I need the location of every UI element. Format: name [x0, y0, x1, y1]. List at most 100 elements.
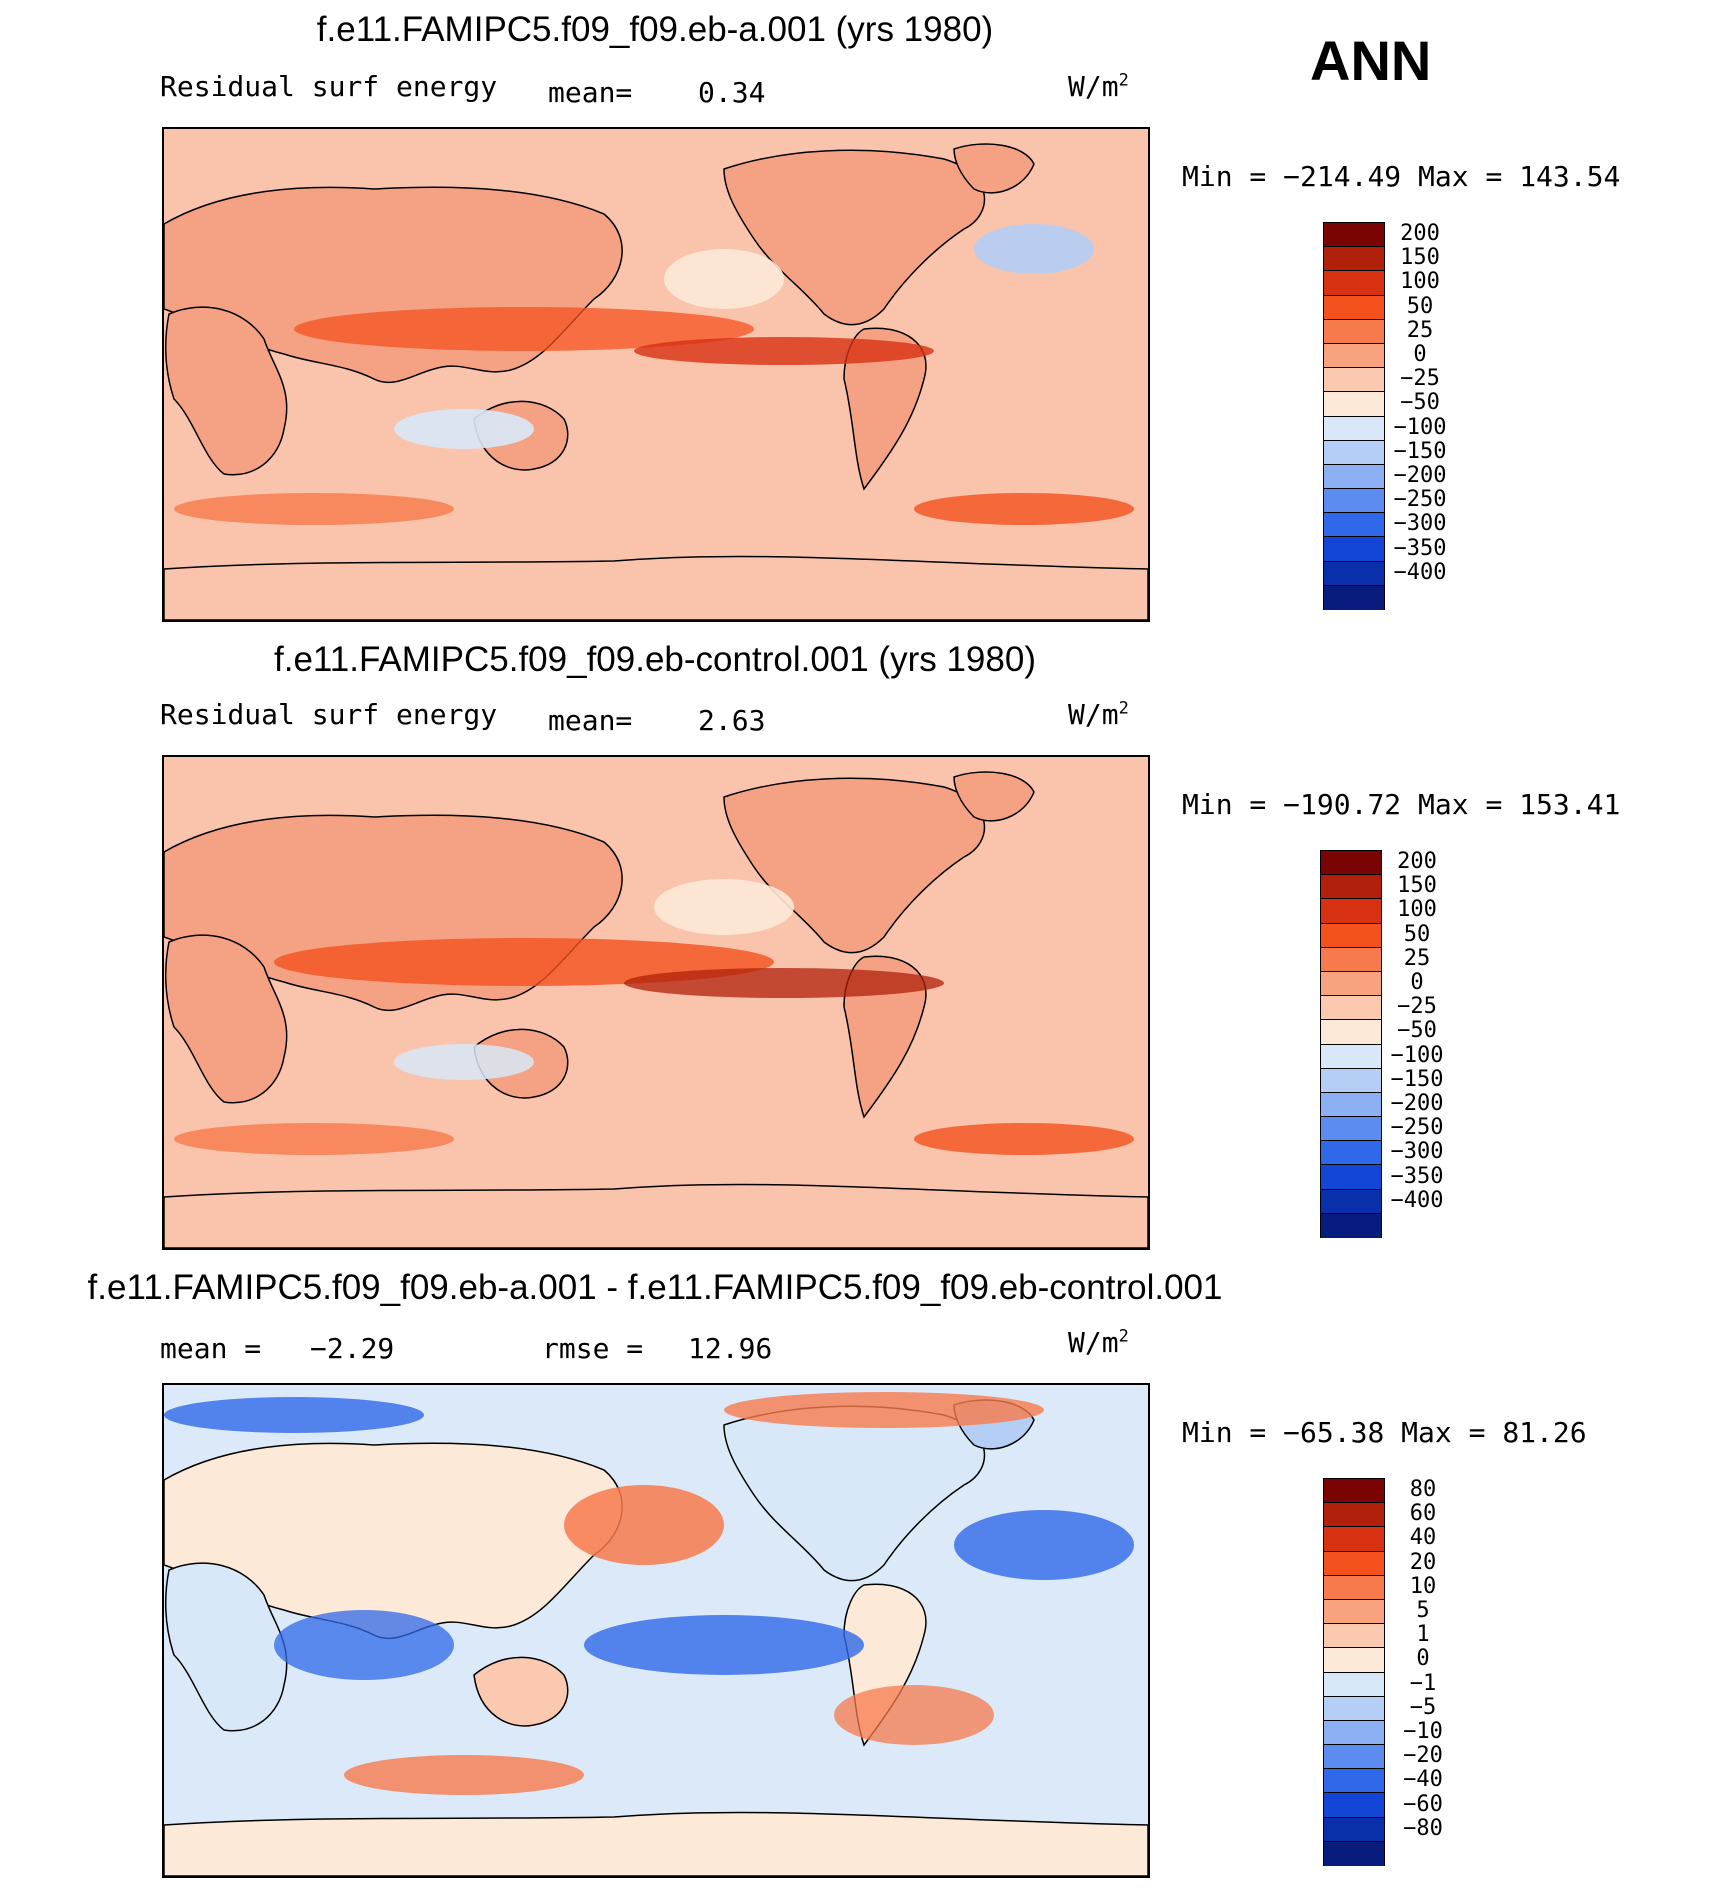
panel1-units: W/m2 [1068, 70, 1129, 103]
panel1-pacific-cool [664, 249, 784, 309]
panel1-map [162, 127, 1150, 622]
panel3-colorbar-swatch [1324, 1720, 1384, 1746]
panel3-title: f.e11.FAMIPC5.f09_f09.eb-a.001 - f.e11.F… [87, 1268, 1223, 1307]
panel1-north-america [723, 149, 986, 326]
panel3-colorbar-swatch [1324, 1599, 1384, 1625]
panel1-colorbar-tick-label: 25 [1406, 317, 1434, 343]
panel3-colorbar-swatch [1324, 1551, 1384, 1576]
panel2-colorbar-tick-label: −50 [1397, 1018, 1437, 1044]
panel3-arctic-warm [724, 1392, 1044, 1428]
panel3-colorbar-tick-label: 5 [1416, 1598, 1430, 1623]
panel3-colorbar-swatch [1324, 1624, 1384, 1649]
panel1-tropical-band-east [634, 337, 934, 365]
panel3-colorbar-swatch [1324, 1793, 1384, 1818]
panel1-colorbar-swatch [1324, 537, 1384, 562]
panel2-colorbar [1320, 850, 1382, 1238]
panel1-mean-value: 0.34 [698, 76, 766, 109]
panel1-title: f.e11.FAMIPC5.f09_f09.eb-a.001 (yrs 1980… [316, 10, 994, 49]
panel1-colorbar-tick-label: −300 [1393, 511, 1447, 537]
panel3-eurasia [164, 1442, 623, 1640]
panel1-colorbar-swatch [1324, 585, 1384, 610]
panel3-colorbar-tick-label: 20 [1409, 1549, 1437, 1575]
panel2-colorbar-swatch [1321, 875, 1381, 900]
panel2-antarctica [164, 1183, 1148, 1248]
panel1-atlantic-cool [974, 224, 1094, 274]
panel3-colorbar-tick-label: −60 [1403, 1791, 1443, 1817]
panel3-colorbar-tick-label: −10 [1403, 1719, 1443, 1744]
panel1-colorbar-swatch [1324, 223, 1384, 248]
panel1-colorbar-tick-label: 200 [1400, 221, 1440, 246]
panel3-colorbar-swatch [1324, 1696, 1384, 1721]
panel1-colorbar-tick-label: −25 [1400, 366, 1440, 392]
panel2-colorbar-swatch [1321, 1068, 1381, 1093]
panel2-southern-band [174, 1123, 454, 1155]
panel3-colorbar-tick-label: −1 [1409, 1670, 1437, 1696]
panel3-colorbar-tick-label: −5 [1409, 1694, 1437, 1720]
panel3-rmse-value: 12.96 [688, 1332, 773, 1365]
panel2-colorbar-tick-label: −350 [1390, 1163, 1444, 1189]
panel1-colorbar-swatch [1324, 295, 1384, 320]
panel2-variable-label: Residual surf energy [160, 698, 498, 731]
panel3-indian-blue [274, 1610, 454, 1680]
panel1-colorbar-tick-label: −200 [1393, 463, 1447, 488]
panel1-colorbar-tick-label: 100 [1400, 269, 1440, 295]
panel3-colorbar-swatch [1324, 1527, 1384, 1552]
panel2-colorbar-swatch [1321, 1165, 1381, 1190]
panel3-colorbar-tick-label: −20 [1403, 1743, 1443, 1769]
panel3-mean-label: mean = [160, 1332, 262, 1365]
panel2-minmax: Min = −190.72 Max = 153.41 [1182, 788, 1621, 821]
panel2-colorbar-tick-label: −25 [1397, 994, 1437, 1020]
panel3-colorbar-swatch [1324, 1503, 1384, 1528]
panel2-pacific-cool [654, 879, 794, 935]
panel2-colorbar-tick-label: −150 [1390, 1066, 1444, 1092]
panel1-variable-label: Residual surf energy [160, 70, 498, 103]
panel2-greenland [953, 771, 1035, 822]
panel2-title: f.e11.FAMIPC5.f09_f09.eb-control.001 (yr… [274, 640, 1036, 679]
panel2-colorbar-tick-label: −200 [1390, 1091, 1444, 1116]
panel2-units: W/m2 [1068, 698, 1129, 731]
panel2-colorbar-swatch [1321, 923, 1381, 948]
panel2-colorbar-swatch [1321, 851, 1381, 876]
panel3-arctic-blue [164, 1397, 424, 1433]
panel3-colorbar-tick-label: 60 [1409, 1501, 1437, 1527]
panel2-colorbar-swatch [1321, 1117, 1381, 1142]
panel2-colorbar-swatch [1321, 971, 1381, 997]
panel1-colorbar-tick-label: −150 [1393, 438, 1447, 464]
panel2-indian-cool [394, 1044, 534, 1080]
panel3-colorbar-swatch [1324, 1672, 1384, 1697]
panel2-map [162, 755, 1150, 1250]
panel3-colorbar-tick-label: 0 [1416, 1646, 1430, 1672]
panel1-minmax: Min = −214.49 Max = 143.54 [1182, 160, 1621, 193]
panel1-colorbar [1323, 222, 1385, 610]
panel2-tropical-band [274, 938, 774, 986]
panel2-colorbar-swatch [1321, 1213, 1381, 1238]
panel3-colorbar-tick-label: 80 [1409, 1477, 1437, 1502]
panel3-colorbar-swatch [1324, 1745, 1384, 1770]
panel2-colorbar-tick-label: −300 [1390, 1139, 1444, 1165]
panel3-mean-value: −2.29 [310, 1332, 395, 1365]
panel3-colorbar-swatch [1324, 1769, 1384, 1794]
panel1-colorbar-swatch [1324, 464, 1384, 490]
panel1-africa [164, 306, 288, 476]
panel2-colorbar-swatch [1321, 1141, 1381, 1166]
panel1-colorbar-swatch [1324, 319, 1384, 344]
panel1-colorbar-swatch [1324, 247, 1384, 272]
panel1-colorbar-tick-label: −400 [1393, 559, 1447, 585]
panel3-colorbar [1323, 1478, 1385, 1866]
panel1-colorbar-tick-label: −250 [1393, 487, 1447, 513]
panel2-colorbar-swatch [1321, 996, 1381, 1021]
panel1-greenland [953, 143, 1035, 194]
panel1-colorbar-swatch [1324, 271, 1384, 296]
panel1-colorbar-tick-label: 50 [1406, 293, 1434, 319]
panel2-africa [164, 934, 288, 1104]
panel1-colorbar-swatch [1324, 489, 1384, 514]
panel2-colorbar-swatch [1321, 947, 1381, 972]
panel3-colorbar-swatch [1324, 1841, 1384, 1866]
panel2-colorbar-tick-label: −100 [1390, 1042, 1444, 1068]
panel3-colorbar-swatch [1324, 1575, 1384, 1600]
panel3-rmse-label: rmse = [542, 1332, 644, 1365]
panel1-tropical-band [294, 307, 754, 351]
panel2-colorbar-swatch [1321, 1044, 1381, 1069]
panel1-colorbar-swatch [1324, 561, 1384, 586]
panel1-indian-cool [394, 409, 534, 449]
